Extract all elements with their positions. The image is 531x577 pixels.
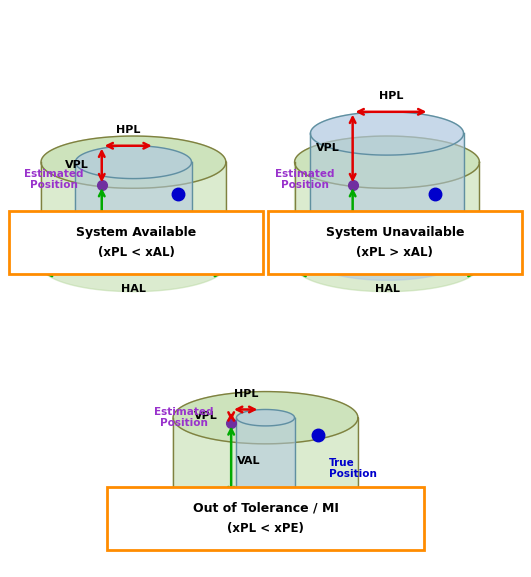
Text: (xPL > xAL): (xPL > xAL) bbox=[356, 246, 433, 260]
FancyBboxPatch shape bbox=[10, 211, 263, 274]
Text: System Available: System Available bbox=[76, 226, 196, 239]
Text: System Unavailable: System Unavailable bbox=[326, 226, 464, 239]
Text: VAL: VAL bbox=[107, 218, 131, 227]
Text: (xPL < xAL): (xPL < xAL) bbox=[98, 246, 175, 260]
FancyBboxPatch shape bbox=[107, 486, 424, 550]
Text: HPL: HPL bbox=[116, 125, 140, 136]
Text: Estimated
Position: Estimated Position bbox=[24, 168, 84, 190]
Text: Estimated
Position: Estimated Position bbox=[276, 168, 335, 190]
Polygon shape bbox=[295, 136, 479, 188]
Text: HAL: HAL bbox=[374, 284, 399, 294]
Text: VPL: VPL bbox=[316, 144, 339, 153]
Text: Out of Tolerance / MI: Out of Tolerance / MI bbox=[193, 501, 338, 514]
Text: VAL: VAL bbox=[358, 218, 381, 227]
Text: VAL: VAL bbox=[236, 456, 260, 466]
Text: Estimated
Position: Estimated Position bbox=[154, 407, 213, 429]
Polygon shape bbox=[311, 112, 464, 155]
Text: HAL: HAL bbox=[121, 284, 146, 294]
Polygon shape bbox=[75, 146, 192, 179]
Polygon shape bbox=[41, 136, 226, 188]
Polygon shape bbox=[311, 133, 464, 280]
Text: HAL: HAL bbox=[253, 539, 278, 549]
Text: (xPL < xPE): (xPL < xPE) bbox=[227, 522, 304, 535]
Polygon shape bbox=[236, 418, 295, 512]
Text: VPL: VPL bbox=[194, 411, 218, 421]
Polygon shape bbox=[75, 162, 192, 265]
Text: True
Position: True Position bbox=[189, 217, 237, 238]
Polygon shape bbox=[295, 162, 479, 291]
Text: True
Position: True Position bbox=[329, 458, 377, 479]
Polygon shape bbox=[173, 392, 358, 444]
Text: True
Position: True Position bbox=[445, 217, 493, 238]
Polygon shape bbox=[236, 410, 295, 426]
Text: HPL: HPL bbox=[234, 389, 258, 399]
Text: HPL: HPL bbox=[379, 92, 403, 102]
Text: VPL: VPL bbox=[65, 160, 89, 170]
Polygon shape bbox=[41, 162, 226, 291]
FancyBboxPatch shape bbox=[268, 211, 521, 274]
Polygon shape bbox=[173, 418, 358, 547]
